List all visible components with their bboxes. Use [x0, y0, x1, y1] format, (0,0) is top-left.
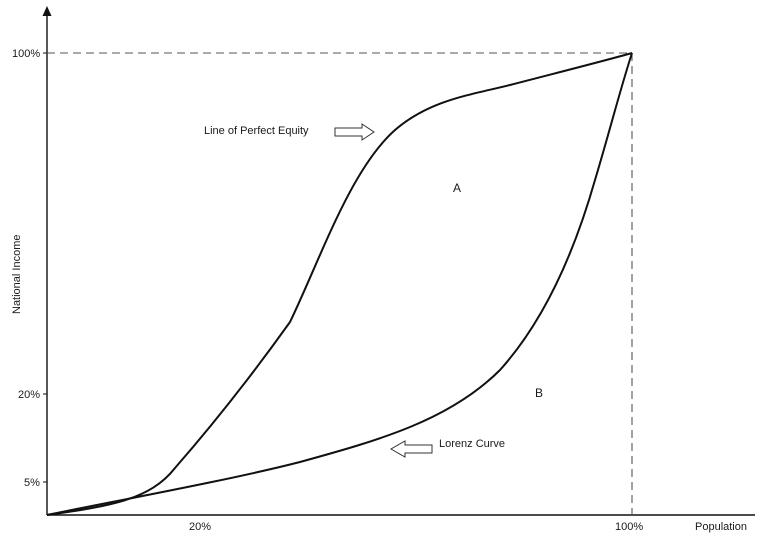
equity-line-curve: [46, 52, 633, 516]
equity-line-label: Line of Perfect Equity: [204, 125, 309, 137]
y-tick-label-20: 20%: [18, 389, 41, 401]
y-axis-arrowhead: [42, 6, 52, 16]
x-tick-label-20: 20%: [189, 521, 212, 533]
x-axis-title: Population: [695, 521, 747, 533]
arrow-left-outline-icon: [389, 440, 433, 458]
y-tick-label-5: 5%: [24, 477, 40, 489]
y-axis-title: National Income: [11, 234, 23, 315]
lorenz-curve-label: Lorenz Curve: [439, 438, 506, 450]
lorenz-curve-line: [46, 52, 633, 516]
x-tick-label-100: 100%: [615, 521, 644, 533]
y-axis-title-wrap: National Income: [11, 235, 25, 414]
y-tick-label-100: 100%: [12, 48, 41, 60]
arrow-right-outline-icon: [334, 123, 375, 141]
region-a-label: A: [453, 181, 462, 195]
region-b-label: B: [535, 386, 544, 400]
